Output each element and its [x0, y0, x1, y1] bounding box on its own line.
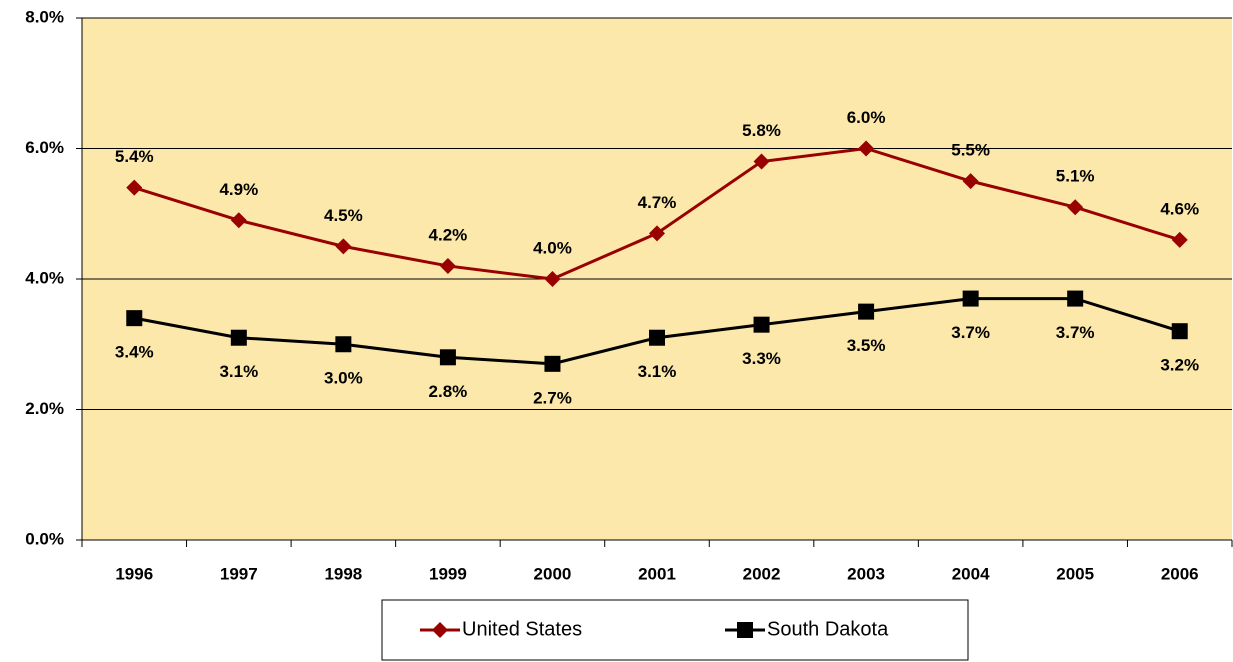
y-tick-label: 4.0% [25, 268, 64, 287]
data-label: 3.3% [742, 349, 781, 368]
x-tick-label: 2004 [952, 564, 990, 583]
marker [753, 153, 770, 170]
legend: United States South Dakota [381, 599, 969, 661]
marker [439, 349, 456, 366]
data-label: 4.6% [1160, 199, 1199, 218]
y-tick-label: 0.0% [25, 529, 64, 548]
legend-box [381, 599, 969, 661]
marker [962, 290, 979, 307]
x-tick-label: 2006 [1161, 564, 1199, 583]
data-label: 3.2% [1160, 356, 1199, 375]
data-label: 3.0% [324, 369, 363, 388]
marker [432, 622, 448, 638]
legend-label: South Dakota [767, 618, 889, 640]
marker [1171, 231, 1188, 248]
data-label: 4.0% [533, 238, 572, 257]
data-label: 3.7% [1056, 323, 1095, 342]
marker [335, 336, 352, 353]
data-label: 3.5% [847, 336, 886, 355]
x-tick-label: 2005 [1056, 564, 1094, 583]
x-tick-label: 1996 [115, 564, 153, 583]
x-tick-label: 2000 [534, 564, 572, 583]
marker [1067, 199, 1084, 216]
data-label: 2.8% [429, 382, 468, 401]
y-tick-label: 8.0% [25, 7, 64, 26]
marker [439, 257, 456, 274]
marker [230, 212, 247, 229]
marker [544, 271, 561, 287]
data-label: 4.9% [219, 180, 258, 199]
data-label: 3.1% [638, 362, 677, 381]
y-tick-label: 6.0% [25, 138, 64, 157]
data-label: 5.5% [951, 141, 990, 160]
marker [1171, 323, 1188, 340]
marker [126, 179, 143, 196]
marker [335, 238, 352, 255]
marker [858, 140, 875, 157]
marker [737, 622, 753, 638]
data-label: 3.1% [219, 362, 258, 381]
marker [1067, 290, 1084, 307]
data-label: 3.4% [115, 343, 154, 362]
marker [962, 173, 979, 190]
marker [544, 355, 561, 372]
data-label: 5.1% [1056, 167, 1095, 186]
data-label: 5.4% [115, 147, 154, 166]
x-tick-label: 2002 [743, 564, 781, 583]
marker [753, 316, 770, 333]
marker [858, 303, 875, 320]
data-label: 6.0% [847, 108, 886, 127]
data-label: 3.7% [951, 323, 990, 342]
marker [649, 329, 665, 346]
data-label: 4.2% [429, 225, 468, 244]
marker [230, 329, 247, 346]
data-label: 5.8% [742, 121, 781, 140]
data-label: 4.7% [638, 193, 677, 212]
x-tick-label: 1999 [429, 564, 467, 583]
marker [649, 225, 665, 242]
legend-label: United States [462, 618, 582, 640]
y-tick-label: 2.0% [25, 399, 64, 418]
marker [126, 310, 143, 327]
data-label: 4.5% [324, 206, 363, 225]
x-tick-label: 1997 [220, 564, 258, 583]
x-tick-label: 2003 [847, 564, 885, 583]
data-label: 2.7% [533, 388, 572, 407]
x-tick-label: 2001 [638, 564, 676, 583]
x-tick-label: 1998 [324, 564, 362, 583]
